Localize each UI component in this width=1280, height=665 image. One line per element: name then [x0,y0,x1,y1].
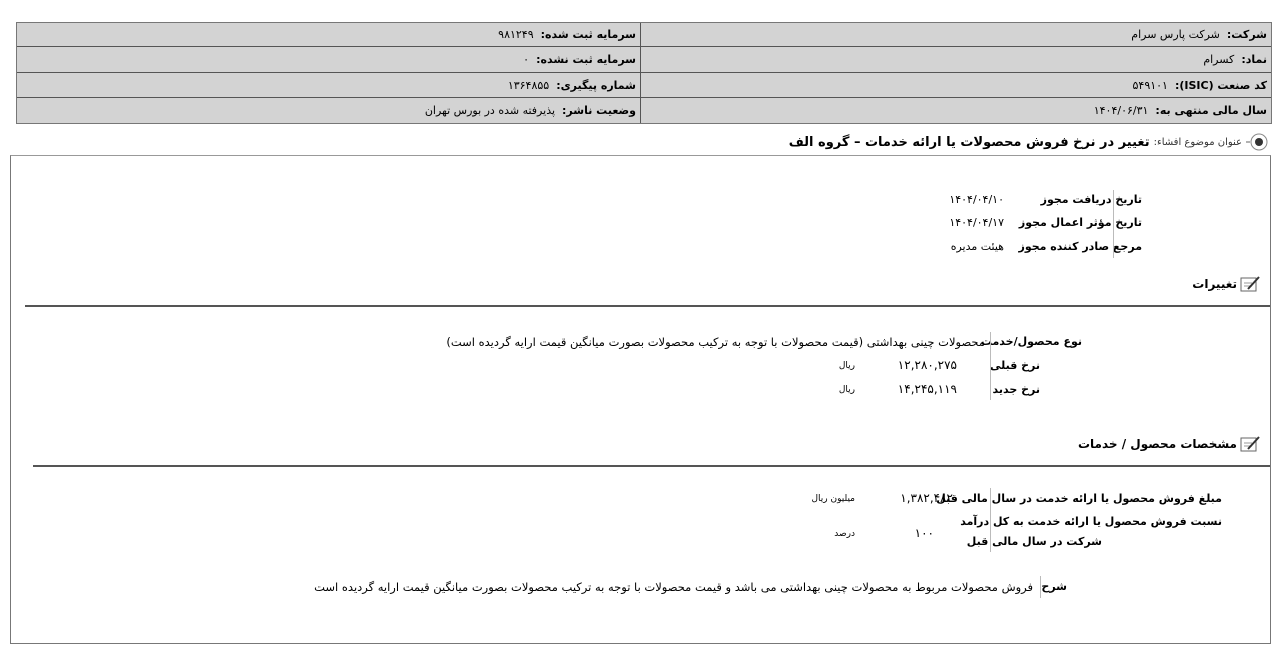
company-info-table: شرکت: شرکت پارس سرام نماد: کسرام کد صنعت… [16,22,1272,124]
new-rate-unit: ریال [838,385,855,395]
description-label: شرح [1041,580,1067,593]
divider [990,488,991,552]
permit-date-value: ۱۴۰۴/۰۴/۱۰ [949,193,1004,206]
sales-ratio-unit: درصد [834,529,855,539]
new-rate-value: ۱۴,۲۴۵,۱۱۹ [897,382,957,396]
old-rate-value: ۱۲,۲۸۰,۲۷۵ [897,358,957,372]
new-rate-label: نرخ جدید [992,383,1041,396]
fiscal-year-row: سال مالی منتهی به: ۱۴۰۴/۰۶/۳۱ [1093,104,1267,117]
edit-note-icon [1240,436,1260,452]
disclosure-body [10,155,1271,644]
unregistered-capital-row: سرمایه ثبت نشده: ۰ [17,47,640,73]
changes-heading: تغییرات [1192,275,1260,293]
sales-ratio-label: نسبت فروش محصول یا ارائه خدمت به کل درآم… [960,515,1222,528]
sales-ratio-value: ۱۰۰ [914,526,934,540]
old-rate-unit: ریال [838,361,855,371]
product-type-label: نوع محصول/خدمت [980,335,1082,348]
description-value: فروش محصولات مربوط به محصولات چینی بهداش… [314,580,1033,594]
target-icon [1246,133,1268,151]
divider [990,332,991,400]
old-rate-label: نرخ قبلی [989,359,1040,372]
company-row: شرکت: شرکت پارس سرام [641,23,1271,47]
isic-row: کد صنعت (ISIC): ۵۴۹۱۰۱ [641,73,1271,98]
symbol-row: نماد: کسرام [641,47,1271,73]
publisher-status-row: وضعیت ناشر: پذیرفته شده در بورس تهران [424,104,636,117]
sales-amount-label: مبلغ فروش محصول یا ارائه خدمت در سال مال… [936,492,1222,505]
column-divider [640,23,641,123]
divider [1113,190,1114,258]
sales-amount-unit: میلیون ریال [811,494,855,504]
effective-date-label: تاریخ مؤثر اعمال مجوز [1018,216,1142,229]
product-type-value: محصولات چینی بهداشتی (قیمت محصولات با تو… [446,335,985,349]
section-rule [25,305,1270,307]
tracking-number-row: شماره پیگیری: ۱۳۶۴۸۵۵ [17,73,640,98]
permit-date-label: تاریخ دریافت مجوز [1040,193,1142,206]
divider [1040,576,1041,598]
effective-date-value: ۱۴۰۴/۰۴/۱۷ [949,216,1004,229]
issuer-value: هیئت مدیره [950,240,1004,253]
edit-note-icon [1240,276,1260,292]
issuer-label: مرجع صادر کننده مجوز [1018,240,1142,253]
sales-amount-value: ۱,۳۸۲,۴۸۲ [900,491,953,505]
section-rule [33,465,1270,467]
registered-capital-row: سرمایه ثبت شده: ۹۸۱۲۴۹ [17,23,640,47]
sales-ratio-label-cont: شرکت در سال مالی قبل [966,535,1102,548]
disclosure-title: عنوان موضوع افشاء: تغییر در نرخ فروش محص… [789,132,1270,152]
specs-heading: مشخصات محصول / خدمات [1078,435,1260,453]
